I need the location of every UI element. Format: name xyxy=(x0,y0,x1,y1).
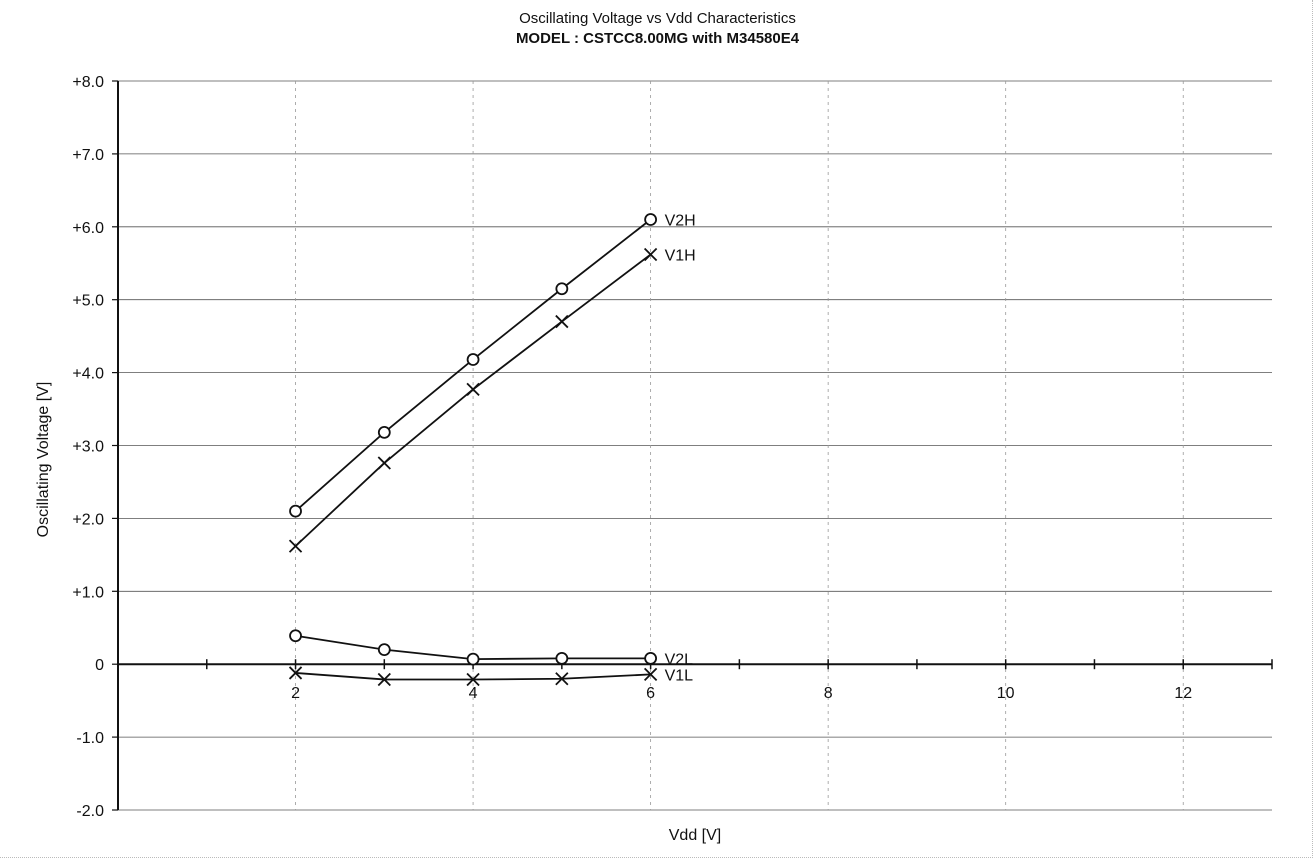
y-tick-label: +8.0 xyxy=(72,74,104,91)
data-point-circle xyxy=(555,282,569,296)
y-tick-label: -2.0 xyxy=(76,803,104,820)
x-tick-label: 12 xyxy=(1174,685,1192,702)
y-tick-label: +2.0 xyxy=(72,511,104,528)
series-v1l: V1L xyxy=(288,666,694,687)
data-point-circle xyxy=(644,651,658,665)
chart-title: Oscillating Voltage vs Vdd Characteristi… xyxy=(519,10,796,27)
data-point-cross xyxy=(466,672,480,687)
series-label: V2H xyxy=(665,213,696,230)
cross-stroke xyxy=(377,456,391,470)
series-v1h: V1H xyxy=(288,247,696,553)
cross-stroke xyxy=(466,672,480,687)
chart-subtitle: MODEL : CSTCC8.00MG with M34580E4 xyxy=(515,30,800,47)
cross-stroke xyxy=(288,666,303,680)
series-v2l: V2L xyxy=(289,629,694,668)
data-point-cross xyxy=(555,314,569,329)
y-tick-label: +7.0 xyxy=(72,147,104,164)
x-axis-label: Vdd [V] xyxy=(669,827,721,844)
data-point-cross xyxy=(643,667,658,682)
cross-stroke xyxy=(466,382,480,397)
data-point-circle xyxy=(289,629,302,643)
y-axis-label: Oscillating Voltage [V] xyxy=(35,382,52,538)
y-tick-label: +5.0 xyxy=(72,293,104,310)
data-point-circle xyxy=(644,213,658,226)
cross-stroke xyxy=(643,247,658,262)
y-tick-label: +6.0 xyxy=(72,220,104,237)
ticks: +8.0 +7.0 +6.0 +5.0 +4.0 +3.0 +2.0 +1.0 0 -1.0 -2.… xyxy=(72,74,1273,820)
data-point-circle xyxy=(377,643,391,657)
data-point-cross xyxy=(466,382,480,397)
series-label: V1H xyxy=(665,248,696,265)
cross-stroke xyxy=(555,314,569,329)
data-point-cross xyxy=(288,666,303,680)
cross-stroke xyxy=(288,539,303,553)
data-point-circle xyxy=(466,353,480,366)
y-tick-label: -1.0 xyxy=(76,730,104,747)
data-point-circle xyxy=(555,651,569,665)
data-point-circle xyxy=(377,425,391,439)
y-tick-label: +3.0 xyxy=(72,439,104,456)
cross-stroke xyxy=(555,672,569,686)
series-v2h: V2H xyxy=(289,213,696,518)
x-tick-label: 10 xyxy=(997,685,1015,702)
x-tick-label: 4 xyxy=(469,685,478,702)
y-tick-label: +1.0 xyxy=(72,584,104,601)
series-label: V1L xyxy=(665,667,694,684)
grid xyxy=(118,80,1272,811)
x-tick-label: 2 xyxy=(291,685,300,702)
cross-stroke xyxy=(377,672,391,687)
data-point-cross xyxy=(288,539,303,553)
series-label: V2L xyxy=(665,651,694,668)
y-tick-label: +4.0 xyxy=(72,366,104,383)
y-tick-label: 0 xyxy=(95,657,104,674)
x-tick-label: 6 xyxy=(646,685,655,702)
data-point-cross xyxy=(555,672,569,686)
data-point-circle xyxy=(289,504,302,518)
data-point-cross xyxy=(377,672,391,687)
x-tick-label: 8 xyxy=(824,685,833,702)
data-point-cross xyxy=(377,456,391,470)
cross-stroke xyxy=(643,667,658,682)
data-point-cross xyxy=(643,247,658,262)
data-point-circle xyxy=(466,652,480,666)
